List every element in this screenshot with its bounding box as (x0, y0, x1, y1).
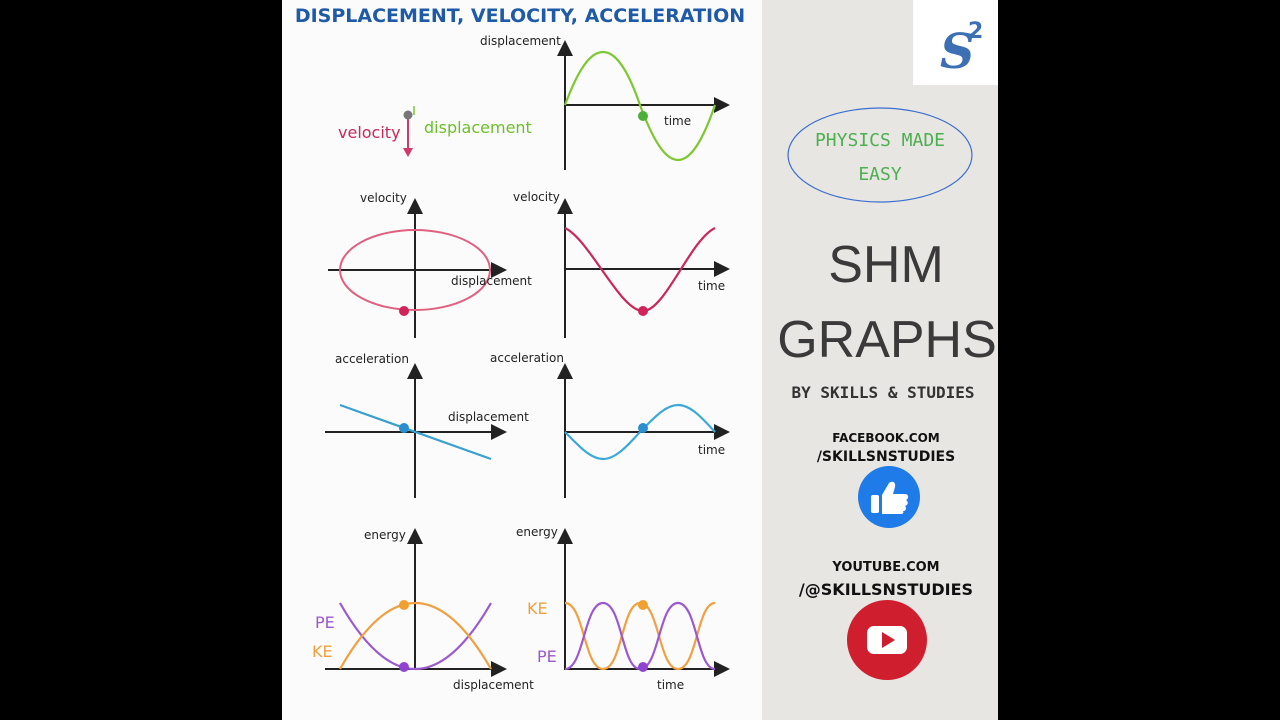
legend-pe: PE (315, 613, 335, 632)
tagline: EASY (858, 164, 902, 185)
youtube-icon[interactable] (847, 600, 927, 680)
tagline: PHYSICS MADE (815, 130, 945, 151)
point (638, 662, 648, 672)
y-label: velocity (360, 191, 407, 205)
youtube-site: YOUTUBE.COM (831, 560, 939, 575)
arrow-head (403, 148, 413, 157)
displacement-label: displacement (424, 118, 532, 137)
y-label: energy (364, 528, 406, 542)
point (399, 600, 409, 610)
x-label: time (698, 279, 725, 293)
point (638, 111, 648, 121)
y-label: acceleration (490, 351, 564, 365)
curve (339, 403, 492, 461)
x-label: displacement (451, 274, 532, 288)
point (399, 423, 409, 433)
byline: BY SKILLS & STUDIES (791, 383, 974, 402)
x-label: time (698, 443, 725, 457)
facebook-icon[interactable] (858, 466, 920, 528)
y-label: acceleration (335, 352, 409, 366)
facebook-site: FACEBOOK.COM (832, 431, 939, 445)
y-label: displacement (480, 34, 561, 48)
point (638, 423, 648, 433)
velocity-label: velocity (338, 123, 401, 142)
icon-shape (882, 632, 895, 648)
y-label: velocity (513, 190, 560, 204)
heading: SHM (828, 236, 944, 294)
logo-box (913, 0, 998, 85)
icon-shape (871, 495, 879, 513)
x-label: time (657, 678, 684, 692)
x-label: displacement (448, 410, 529, 424)
x-label: time (664, 114, 691, 128)
curve (563, 50, 717, 162)
facebook-handle[interactable]: /SKILLSNSTUDIES (817, 449, 955, 465)
youtube-handle[interactable]: /@SKILLSNSTUDIES (799, 580, 973, 599)
logo-superscript: 2 (968, 19, 983, 44)
x-label: displacement (453, 678, 534, 692)
logo-letter: S (940, 24, 975, 80)
ke-curve (339, 601, 492, 670)
title: DISPLACEMENT, VELOCITY, ACCELERATION (295, 5, 745, 27)
pe-curve (339, 602, 492, 671)
diagram-panel (282, 0, 762, 720)
legend-ke: KE (312, 642, 333, 661)
point (638, 600, 648, 610)
sidebar-panel (762, 0, 998, 720)
curve (339, 229, 491, 311)
point (399, 306, 409, 316)
legend-pe: PE (537, 647, 557, 666)
point (403, 110, 413, 120)
icon-shape (882, 481, 909, 514)
y-label: energy (516, 525, 558, 539)
point (638, 306, 648, 316)
tagline-oval (787, 107, 973, 203)
point (399, 662, 409, 672)
heading: GRAPHS (777, 311, 997, 369)
legend-ke: KE (527, 599, 548, 618)
